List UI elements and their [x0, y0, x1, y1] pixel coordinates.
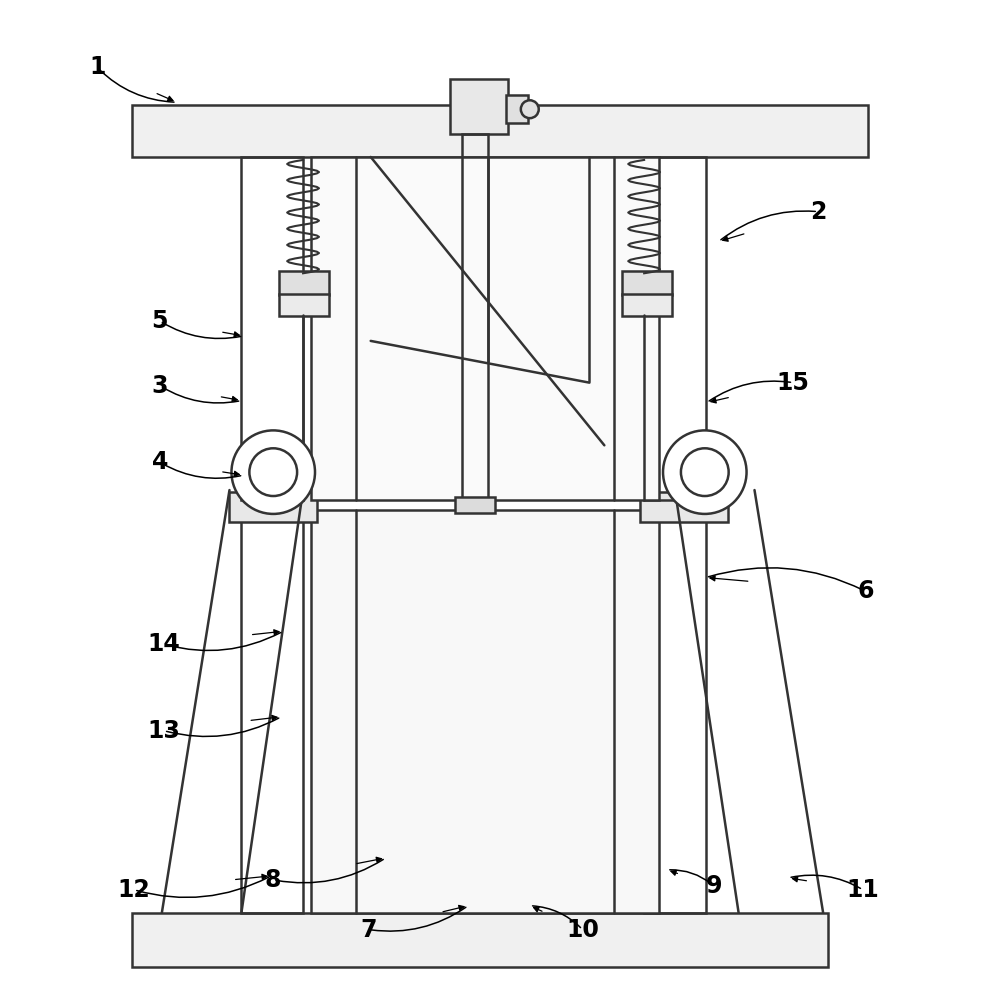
Bar — [450, 79, 508, 134]
Bar — [311, 510, 659, 913]
Bar — [279, 271, 329, 295]
Bar — [229, 492, 317, 522]
Bar — [644, 505, 706, 913]
Circle shape — [521, 100, 539, 118]
Bar — [242, 157, 303, 500]
Text: 4: 4 — [151, 450, 168, 474]
Text: 1: 1 — [89, 55, 105, 79]
Bar — [132, 105, 868, 157]
Text: 11: 11 — [846, 878, 879, 902]
Text: 12: 12 — [118, 878, 150, 902]
Bar — [132, 913, 828, 967]
Text: 5: 5 — [151, 309, 168, 333]
Bar — [506, 95, 528, 123]
Bar — [242, 505, 303, 913]
Text: 14: 14 — [147, 632, 180, 656]
Circle shape — [231, 430, 315, 514]
Text: 15: 15 — [777, 371, 810, 395]
Text: 7: 7 — [361, 918, 376, 942]
Bar — [622, 271, 672, 295]
Bar — [622, 294, 672, 316]
Text: 10: 10 — [566, 918, 599, 942]
Bar — [644, 157, 706, 500]
Bar — [640, 492, 727, 522]
Bar — [279, 294, 329, 316]
Bar — [311, 157, 659, 500]
Text: 13: 13 — [147, 719, 180, 743]
Text: 8: 8 — [265, 868, 281, 892]
Bar — [455, 497, 495, 513]
Text: 9: 9 — [706, 874, 722, 898]
Circle shape — [663, 430, 746, 514]
Text: 3: 3 — [151, 374, 168, 398]
Text: 2: 2 — [810, 200, 827, 224]
Text: 6: 6 — [857, 579, 874, 603]
Bar — [462, 134, 488, 500]
